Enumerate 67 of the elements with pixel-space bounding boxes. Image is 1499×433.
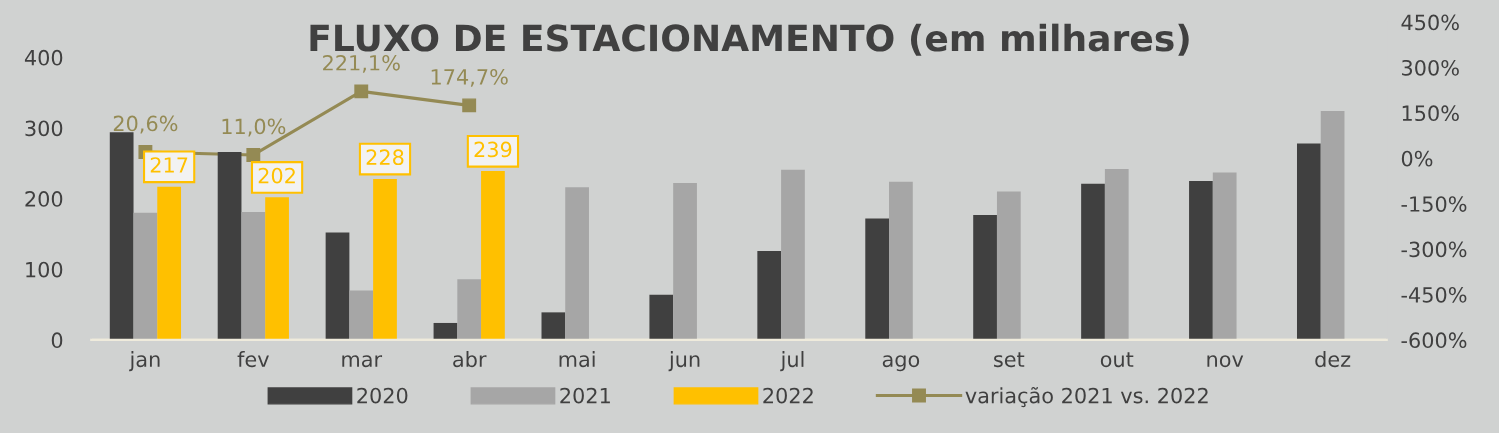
bar xyxy=(265,197,289,340)
x-tick-label: dez xyxy=(1315,351,1351,368)
x-tick-label: jul xyxy=(780,351,804,372)
y2-tick-label: 300% xyxy=(1402,59,1459,76)
x-tick-label: jun xyxy=(668,351,700,372)
chart-title: FLUXO DE ESTACIONAMENTO (em milhares) xyxy=(310,23,1189,56)
y-tick-label: 400 xyxy=(24,49,63,66)
x-tick-label: set xyxy=(994,352,1025,368)
point xyxy=(462,98,477,113)
legend-label: variação 2021 vs. 2022 xyxy=(965,386,1208,408)
x-tick-label: fev xyxy=(237,351,269,368)
x-tick-label: jan xyxy=(129,351,160,372)
bar xyxy=(673,183,697,340)
bar xyxy=(1081,183,1105,340)
legend-label: 2021 xyxy=(560,387,610,404)
y2-tick-label: -450% xyxy=(1401,286,1467,303)
bar xyxy=(889,181,913,340)
bar xyxy=(757,250,782,340)
x-tick-label: ago xyxy=(882,355,920,372)
x-tick-label: mar xyxy=(342,355,383,368)
y2-tick-label: 150% xyxy=(1402,105,1459,122)
data-label: 217 xyxy=(150,157,188,173)
bar xyxy=(1320,111,1345,340)
bar xyxy=(565,187,589,340)
data-label: 202 xyxy=(258,167,295,184)
x-tick-label: out xyxy=(1100,352,1134,368)
bar xyxy=(241,212,266,340)
y-tick-label: 200 xyxy=(25,191,63,207)
y2-tick-label: -300% xyxy=(1401,241,1467,258)
bar xyxy=(1189,180,1213,340)
y-tick-label: 300 xyxy=(25,120,63,137)
y-tick-label: 100 xyxy=(26,261,63,278)
data-label: 20,6% xyxy=(113,115,178,134)
bar xyxy=(433,322,458,340)
bar xyxy=(109,132,134,340)
bar xyxy=(1104,168,1129,340)
data-label: 239 xyxy=(474,141,512,158)
data-label: 174,7% xyxy=(431,68,508,87)
bar xyxy=(1212,172,1237,340)
x-tick-label: nov xyxy=(1207,355,1244,368)
y2-tick-label: -600% xyxy=(1401,332,1467,349)
bar xyxy=(996,191,1021,340)
bar xyxy=(1296,143,1321,340)
bar xyxy=(325,232,350,340)
bar xyxy=(349,290,374,340)
y2-tick-label: -150% xyxy=(1401,196,1467,212)
bar xyxy=(457,279,482,340)
x-tick-label: abr xyxy=(453,351,487,368)
legend-label: 2020 xyxy=(357,387,408,404)
point xyxy=(354,84,369,99)
bar xyxy=(781,169,805,340)
bar xyxy=(133,212,158,340)
data-label: 11,0% xyxy=(222,118,286,137)
data-label: 228 xyxy=(366,149,404,166)
bar xyxy=(217,152,242,340)
y2-tick-label: 450% xyxy=(1401,14,1459,31)
bar xyxy=(973,214,997,340)
bar xyxy=(865,218,890,340)
y-tick-label: 0 xyxy=(51,332,63,349)
x-tick-label: mai xyxy=(559,351,595,368)
bar xyxy=(541,312,566,340)
y2-tick-label: 0% xyxy=(1401,150,1433,167)
point xyxy=(246,148,261,162)
bar xyxy=(649,294,674,340)
data-label: 221,1% xyxy=(323,54,400,73)
bar xyxy=(481,171,505,340)
legend-label: 2022 xyxy=(763,387,813,404)
